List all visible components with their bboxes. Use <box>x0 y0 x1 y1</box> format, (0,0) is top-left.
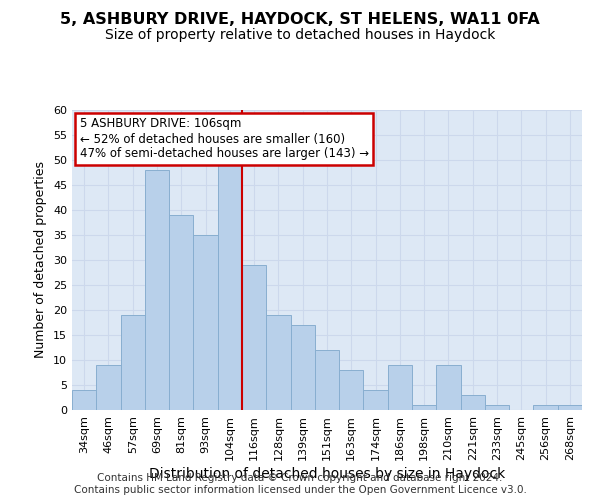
Bar <box>290 325 315 410</box>
Bar <box>315 350 339 410</box>
Text: 5, ASHBURY DRIVE, HAYDOCK, ST HELENS, WA11 0FA: 5, ASHBURY DRIVE, HAYDOCK, ST HELENS, WA… <box>60 12 540 28</box>
Bar <box>121 315 145 410</box>
Bar <box>461 395 485 410</box>
Y-axis label: Number of detached properties: Number of detached properties <box>34 162 47 358</box>
Bar <box>218 165 242 410</box>
Bar <box>193 235 218 410</box>
Bar <box>145 170 169 410</box>
Bar <box>533 405 558 410</box>
X-axis label: Distribution of detached houses by size in Haydock: Distribution of detached houses by size … <box>149 467 505 481</box>
Text: 5 ASHBURY DRIVE: 106sqm
← 52% of detached houses are smaller (160)
47% of semi-d: 5 ASHBURY DRIVE: 106sqm ← 52% of detache… <box>80 118 369 160</box>
Bar <box>169 215 193 410</box>
Bar <box>266 315 290 410</box>
Bar <box>436 365 461 410</box>
Text: Size of property relative to detached houses in Haydock: Size of property relative to detached ho… <box>105 28 495 42</box>
Bar <box>339 370 364 410</box>
Bar <box>558 405 582 410</box>
Bar <box>485 405 509 410</box>
Bar <box>96 365 121 410</box>
Bar <box>388 365 412 410</box>
Bar <box>412 405 436 410</box>
Text: Contains HM Land Registry data © Crown copyright and database right 2024.
Contai: Contains HM Land Registry data © Crown c… <box>74 474 526 495</box>
Bar <box>364 390 388 410</box>
Bar <box>242 265 266 410</box>
Bar <box>72 390 96 410</box>
